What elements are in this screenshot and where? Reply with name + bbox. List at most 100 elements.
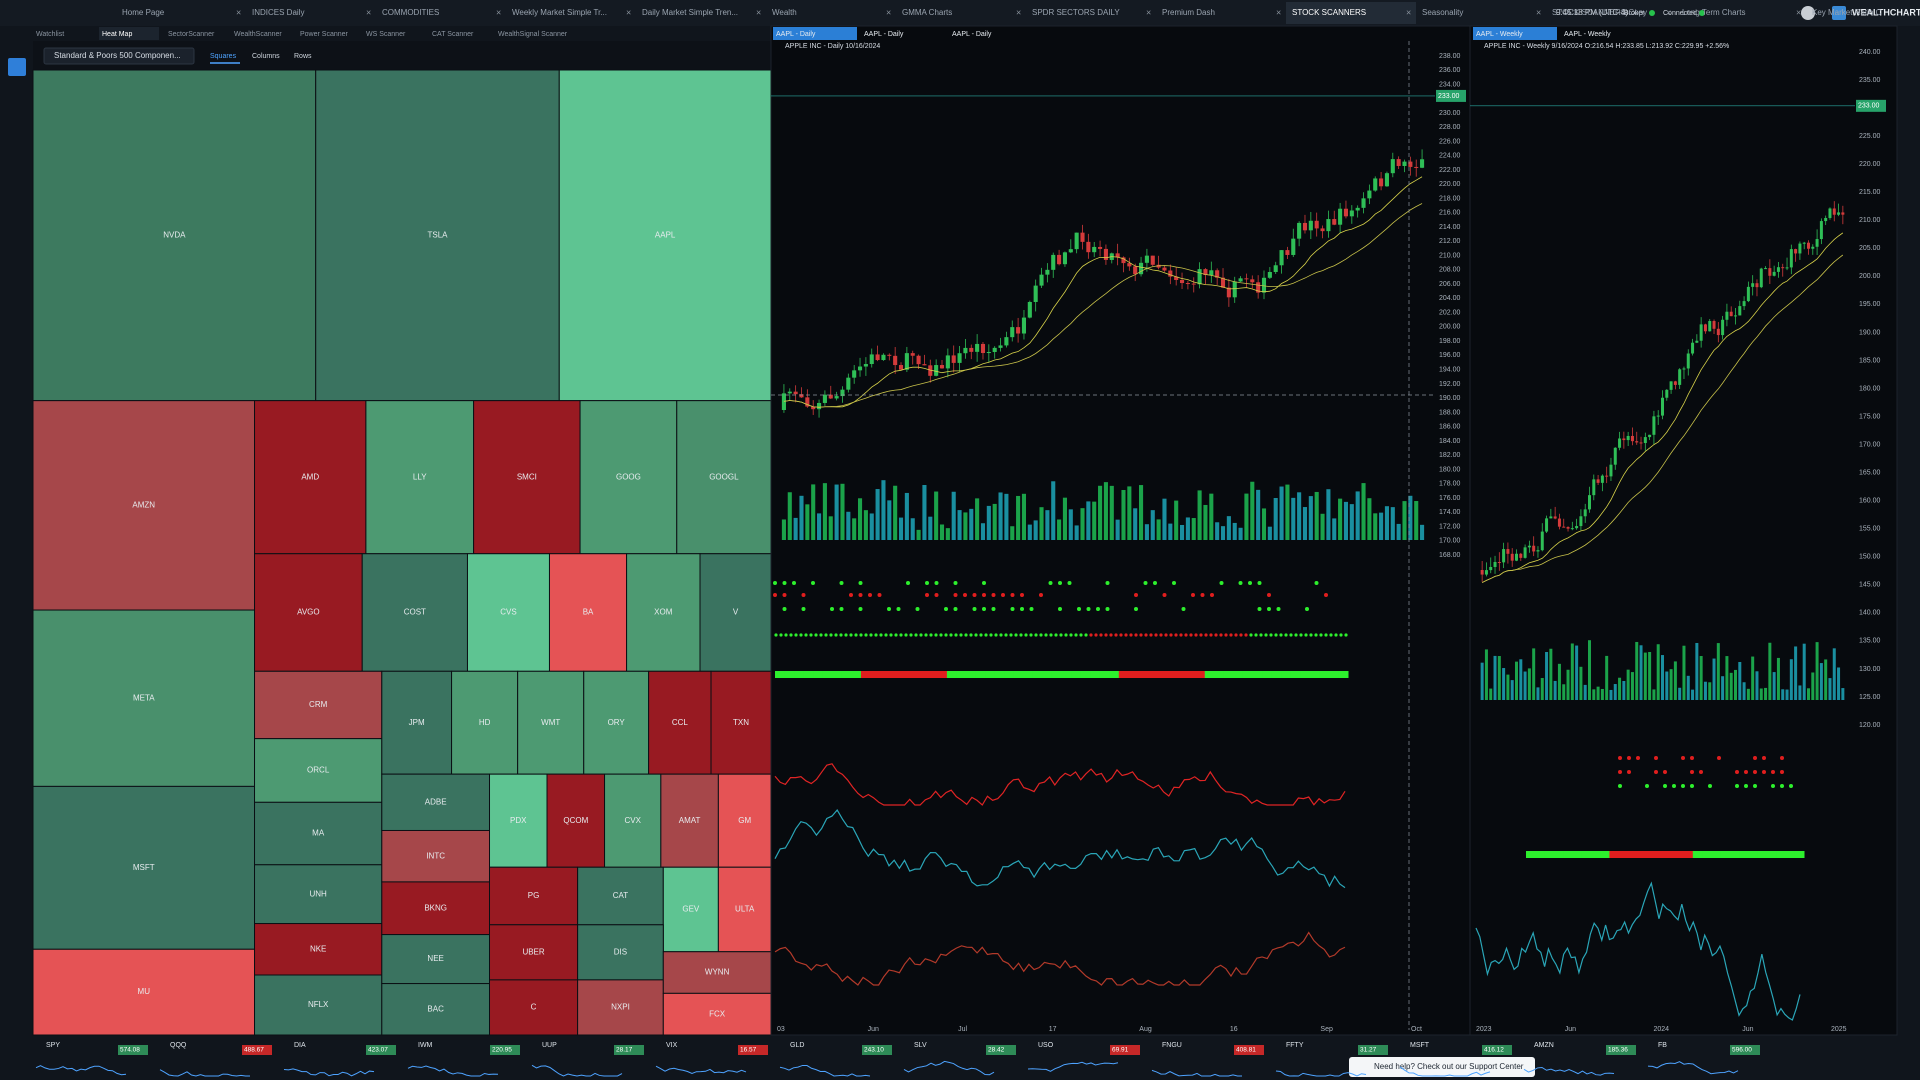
heatmap-tile[interactable] [660,773,719,868]
ticker-symbol[interactable]: SLV [914,1042,927,1049]
heatmap-tile[interactable] [489,979,579,1036]
heatmap-tile[interactable] [254,670,383,740]
top-tab[interactable]: Wealth [772,8,797,17]
heatmap-tile[interactable] [32,69,317,402]
heatmap-tile[interactable] [699,553,772,672]
heatmap-tile[interactable] [381,773,491,831]
heatmap-tile[interactable] [254,923,383,976]
top-tab[interactable]: GMMA Charts [902,8,952,17]
tab-close[interactable]: × [756,7,761,17]
tab-close[interactable]: × [1406,7,1411,17]
avatar[interactable] [1801,6,1815,20]
top-tab[interactable]: Weekly Market Simple Tr... [512,8,607,17]
heatmap-tile[interactable] [361,553,468,672]
heatmap-tile[interactable] [717,866,772,953]
ticker-symbol[interactable]: SPY [46,1042,60,1049]
chart-tab[interactable] [1473,27,1557,40]
top-tab[interactable]: Long Term Charts [1682,8,1745,17]
heatmap-tile[interactable] [489,924,579,981]
top-tab[interactable]: Key Market Ratio C [1812,8,1882,17]
tab-close[interactable]: × [496,7,501,17]
panel-tab[interactable]: CAT Scanner [432,31,474,38]
tab-close[interactable]: × [1796,7,1801,17]
ticker-symbol[interactable]: VIX [666,1042,678,1049]
tab-close[interactable]: × [1276,7,1281,17]
heatmap-tile[interactable] [365,400,475,555]
heatmap-tile[interactable] [254,801,383,866]
heatmap-tile[interactable] [32,609,256,787]
ticker-symbol[interactable]: FNGU [1162,1042,1182,1049]
heatmap-tile[interactable] [662,951,772,994]
panel-tab[interactable]: Heat Map [102,31,132,38]
heatmap-tile[interactable] [381,934,491,985]
tab-close[interactable]: × [1536,7,1541,17]
heatmap-tile[interactable] [254,553,363,672]
panel-tab[interactable]: SectorScanner [168,31,215,38]
heatmap-tile[interactable] [489,866,579,926]
top-tab[interactable]: INDICES Daily [252,8,304,17]
view-tab[interactable]: Squares [210,53,237,60]
top-tab[interactable]: STOCK SCANNERS [1292,8,1366,17]
view-tab[interactable]: Rows [294,53,312,60]
heatmap-tile[interactable] [577,866,664,926]
tab-close[interactable]: × [366,7,371,17]
tab-close[interactable]: × [236,7,241,17]
ticker-symbol[interactable]: USO [1038,1042,1054,1049]
chart-tab[interactable] [773,27,857,40]
tab-close[interactable]: × [1146,7,1151,17]
heatmap-tile[interactable] [489,773,548,868]
heatmap-tile[interactable] [662,992,772,1036]
top-tab[interactable]: Premium Dash [1162,8,1215,17]
heatmap-tile[interactable] [32,785,256,950]
top-tab[interactable]: STOCK SCANNERS Copy [1552,8,1647,17]
tab-close[interactable]: × [886,7,891,17]
ticker-symbol[interactable]: FFTY [1286,1042,1304,1049]
ticker-symbol[interactable]: MSFT [1410,1042,1430,1049]
ticker-symbol[interactable]: UUP [542,1042,557,1049]
ticker-symbol[interactable]: GLD [790,1042,804,1049]
add-button[interactable] [8,58,26,76]
tab-close[interactable]: × [1016,7,1021,17]
heatmap-tile[interactable] [648,670,712,775]
heatmap-tile[interactable] [381,670,453,775]
top-tab[interactable]: COMMODITIES [382,8,439,17]
heatmap-tile[interactable] [626,553,701,672]
view-tab[interactable]: Columns [252,53,280,60]
heatmap-tile[interactable] [32,400,256,611]
panel-tab[interactable]: Watchlist [36,31,64,38]
tab-close[interactable]: × [1666,7,1671,17]
heatmap-tile[interactable] [717,773,772,868]
ticker-symbol[interactable]: AMZN [1534,1042,1554,1049]
heatmap-tile[interactable] [315,69,560,402]
ticker-price-tag [1234,1045,1264,1055]
heatmap-tile[interactable] [546,773,606,868]
heatmap-tile[interactable] [662,866,719,953]
ticker-symbol[interactable]: IWM [418,1042,433,1049]
heatmap-tile[interactable] [466,553,550,672]
panel-tab[interactable]: WealthScanner [234,31,282,38]
heatmap-tile[interactable] [473,400,581,555]
heatmap-tile[interactable] [710,670,772,775]
heatmap-tile[interactable] [381,881,491,936]
top-tab[interactable]: SPDR SECTORS DAILY [1032,8,1120,17]
ticker-symbol[interactable]: QQQ [170,1042,187,1049]
panel-tab[interactable]: WealthSignal Scanner [498,31,568,38]
heatmap-tile[interactable] [381,983,491,1036]
heatmap-tile[interactable] [254,864,383,925]
top-tab[interactable]: Seasonality [1422,8,1463,17]
universe-dropdown[interactable] [43,47,195,65]
volume-bar [1226,516,1231,540]
heatmap-tile[interactable] [676,400,772,555]
heatmap-tile[interactable] [579,400,678,555]
top-tab[interactable]: Daily Market Simple Tren... [642,8,738,17]
heatmap-tile[interactable] [577,979,664,1036]
panel-tab[interactable]: Power Scanner [300,31,349,38]
heatmap-tile[interactable] [548,553,628,672]
top-tab[interactable]: Home Page [122,8,165,17]
ticker-symbol[interactable]: DIA [294,1042,306,1049]
panel-tab[interactable]: WS Scanner [366,31,406,38]
broker[interactable]: Broker [1624,10,1645,17]
heatmap-tile[interactable] [381,829,491,883]
ticker-symbol[interactable]: FB [1658,1042,1667,1049]
tab-close[interactable]: × [626,7,631,17]
